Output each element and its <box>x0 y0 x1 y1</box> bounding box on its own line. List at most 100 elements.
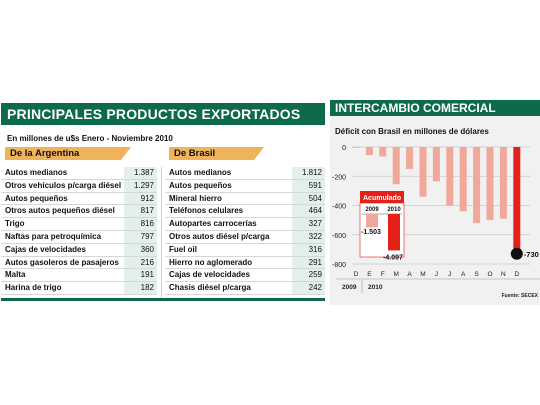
argentina-product-name: Otros vehículos p/carga diésel <box>5 180 122 190</box>
brasil-product-name: Hierro no aglomerado <box>169 257 253 267</box>
brasil-product-value: 259 <box>292 269 325 282</box>
brasil-row: Otros autos diésel p/carga 322 <box>165 230 325 244</box>
argentina-row: Autos medianos 1.387 <box>1 167 157 180</box>
tab-brasil: De Brasil <box>169 147 264 160</box>
inset-bar <box>366 214 378 228</box>
brasil-product-name: Mineral hierro <box>169 193 222 203</box>
argentina-product-name: Autos pequeños <box>5 193 68 203</box>
brasil-row: Fuel oil 316 <box>165 243 325 257</box>
brasil-product-value: 291 <box>292 256 325 269</box>
bar <box>392 147 400 185</box>
inset-category-label: 2009 <box>365 207 379 213</box>
x-tick-label: A <box>407 271 412 278</box>
argentina-product-name: Malta <box>5 270 26 280</box>
brasil-product-name: Autos medianos <box>169 168 232 177</box>
argentina-product-value: 1.297 <box>124 179 157 192</box>
brasil-row: Teléfonos celulares 464 <box>165 205 325 219</box>
bar <box>499 147 507 219</box>
x-tick-label: M <box>393 271 398 278</box>
x-tick-label: M <box>420 271 425 278</box>
argentina-product-value: 1.387 <box>124 167 157 179</box>
exports-header: PRINCIPALES PRODUCTOS EXPORTADOS <box>1 103 325 125</box>
exports-title: PRINCIPALES PRODUCTOS EXPORTADOS <box>7 106 301 122</box>
x-tick-label: F <box>381 271 385 278</box>
brasil-row: Autopartes carrocerías 327 <box>165 218 325 231</box>
brasil-product-name: Fuel oil <box>169 244 197 254</box>
argentina-row: Autos gasoleros de pasajeros 216 <box>1 256 157 270</box>
bar <box>352 147 360 148</box>
brasil-product-name: Teléfonos celulares <box>169 206 244 216</box>
argentina-row: Trigo 816 <box>1 218 157 231</box>
table-divider <box>161 167 162 301</box>
bar <box>446 147 454 206</box>
trade-title: INTERCAMBIO COMERCIAL <box>335 101 496 115</box>
brasil-product-value: 464 <box>292 205 325 218</box>
argentina-product-name: Naftas para petroquímica <box>5 231 102 241</box>
bar <box>406 147 414 169</box>
brasil-product-value: 242 <box>292 282 325 294</box>
y-tick-label: -800 <box>332 262 346 269</box>
x-tick-label: N <box>501 271 506 278</box>
bar <box>459 147 467 212</box>
bar <box>419 147 427 197</box>
trade-panel: INTERCAMBIO COMERCIAL Déficit con Brasil… <box>330 100 540 305</box>
year-label: 2010 <box>368 284 383 291</box>
argentina-product-name: Cajas de velocidades <box>5 244 86 254</box>
bar <box>513 147 521 254</box>
exports-subtitle: En millones de u$s Enero - Noviembre 201… <box>7 134 173 143</box>
argentina-product-name: Autos gasoleros de pasajeros <box>5 257 119 267</box>
x-tick-label: J <box>435 271 438 278</box>
brasil-product-name: Autopartes carrocerías <box>169 219 257 229</box>
brasil-row: Mineral hierro 504 <box>165 192 325 206</box>
argentina-product-value: 797 <box>124 230 157 243</box>
x-tick-label: E <box>367 271 372 278</box>
exports-bottom-rule <box>1 298 325 301</box>
argentina-product-value: 816 <box>124 218 157 230</box>
deficit-chart: Acumulado 2009 -1.503 2010 -4.097 0 -200 -400 -… <box>332 145 540 299</box>
argentina-product-value: 216 <box>124 256 157 269</box>
argentina-product-value: 817 <box>124 205 157 218</box>
argentina-row: Naftas para petroquímica 797 <box>1 230 157 244</box>
argentina-row: Otros vehículos p/carga diésel 1.297 <box>1 179 157 193</box>
argentina-product-value: 191 <box>124 269 157 282</box>
x-tick-label: O <box>487 271 492 278</box>
inset-category-label: 2010 <box>387 207 401 213</box>
x-tick-label: D <box>514 271 519 278</box>
argentina-row: Autos pequeños 912 <box>1 192 157 206</box>
last-value-marker <box>510 247 523 260</box>
argentina-row: Malta 191 <box>1 269 157 283</box>
argentina-row: Otros autos pequeños diésel 817 <box>1 205 157 219</box>
brasil-product-name: Autos pequeños <box>169 180 232 190</box>
exports-panel: PRINCIPALES PRODUCTOS EXPORTADOS En mill… <box>1 103 325 302</box>
trade-subtitle: Déficit con Brasil en millones de dólare… <box>335 127 489 136</box>
brasil-product-name: Otros autos diésel p/carga <box>169 231 270 241</box>
argentina-product-name: Autos medianos <box>5 168 68 177</box>
argentina-product-value: 360 <box>124 243 157 256</box>
inset-title: Acumulado <box>363 195 401 202</box>
bar <box>473 147 481 224</box>
y-tick-label: -600 <box>332 233 346 240</box>
inset-value-label: -1.503 <box>361 229 381 236</box>
y-tick-label: -400 <box>332 204 346 211</box>
bar <box>432 147 440 182</box>
brasil-product-value: 504 <box>292 192 325 205</box>
brasil-product-value: 322 <box>292 230 325 243</box>
inset-header-bg <box>360 191 404 203</box>
brasil-product-value: 1.812 <box>292 167 325 179</box>
brasil-row: Hierro no aglomerado 291 <box>165 256 325 270</box>
argentina-product-value: 912 <box>124 192 157 205</box>
brasil-product-name: Cajas de velocidades <box>169 270 250 280</box>
x-tick-label: A <box>461 271 466 278</box>
argentina-row: Harina de trigo 182 <box>1 282 157 295</box>
brasil-product-value: 327 <box>292 218 325 230</box>
y-tick-label: 0 <box>342 145 346 152</box>
bar <box>486 147 494 221</box>
brasil-row: Autos pequeños 591 <box>165 179 325 193</box>
brasil-product-value: 591 <box>292 179 325 192</box>
bar <box>379 147 387 157</box>
brasil-product-name: Chasis diésel p/carga <box>169 283 251 293</box>
inset-bar <box>388 214 400 251</box>
argentina-product-name: Otros autos pequeños diésel <box>5 206 115 216</box>
source-note: Fuente: SECEX <box>502 293 539 299</box>
inset-value-label: -4.097 <box>383 254 403 261</box>
